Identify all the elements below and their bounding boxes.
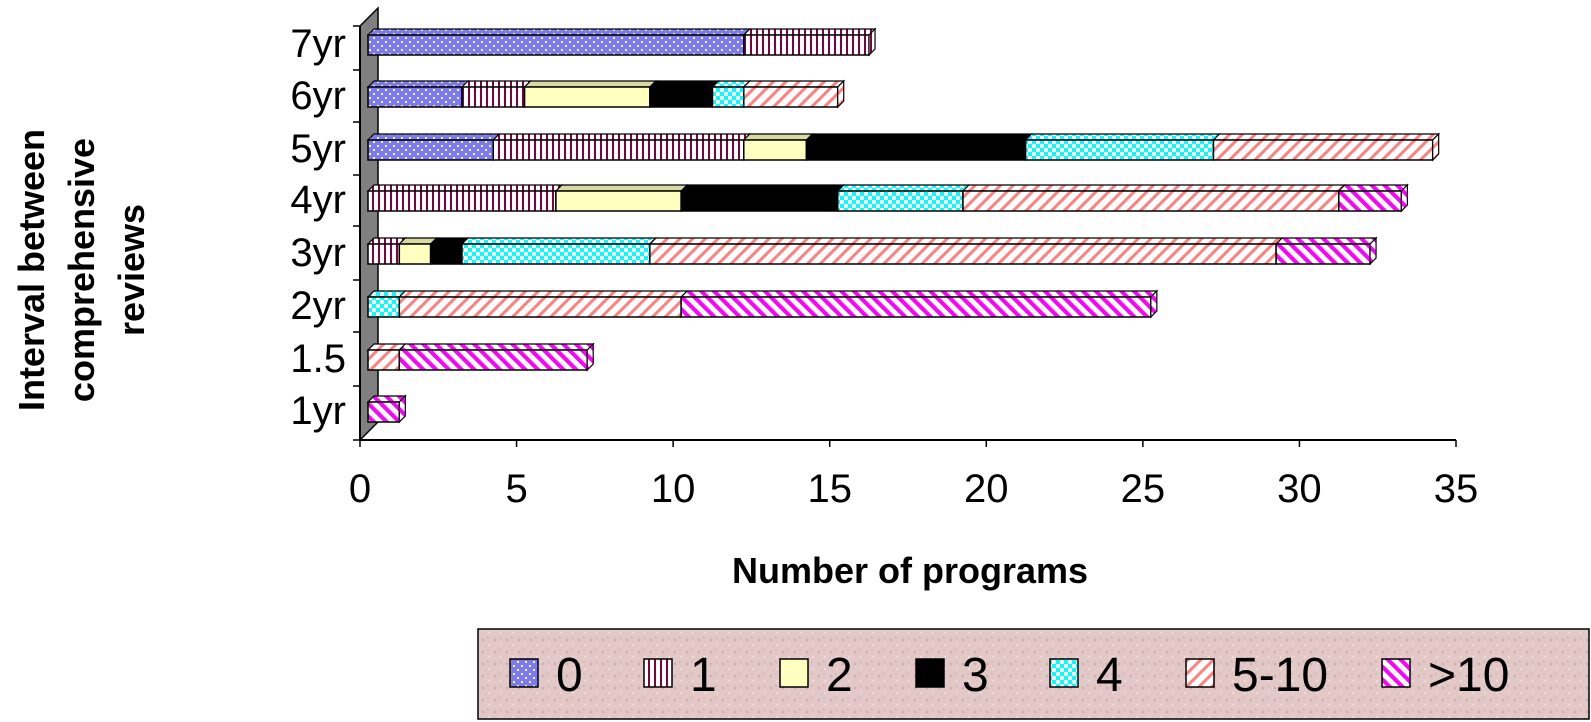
x-axis-title: Number of programs	[732, 550, 1088, 591]
bar-segment	[366, 133, 501, 161]
bar-segment	[836, 184, 971, 212]
legend: 0 1 2 3 4 5-10 >10	[477, 628, 1590, 720]
y-tick-label: 7yr	[290, 22, 346, 66]
legend-swatch	[509, 658, 539, 688]
bar-segment	[491, 133, 752, 161]
legend-swatch	[643, 658, 673, 688]
bar-segment	[523, 80, 658, 108]
bar-segment	[366, 394, 407, 424]
bar-segment	[554, 184, 689, 212]
legend-swatch	[779, 658, 809, 688]
legend-swatch	[915, 658, 945, 688]
bar-segment	[366, 184, 564, 212]
bar-segment	[1337, 183, 1409, 213]
legend-label: 0	[556, 649, 583, 702]
bar-segment	[460, 237, 658, 265]
bar-segment	[397, 342, 595, 372]
chart-wall	[359, 6, 379, 442]
x-tick-label: 20	[964, 467, 1009, 511]
x-tick-label: 30	[1277, 467, 1322, 511]
legend-label: 4	[1096, 649, 1123, 702]
legend-item: 5-10	[1185, 649, 1328, 702]
legend-item: 2	[779, 649, 853, 702]
legend-label: 1	[690, 649, 717, 702]
legend-item: 1	[643, 649, 717, 702]
bar-segment	[429, 237, 470, 265]
legend-swatch	[1381, 658, 1411, 688]
legend-label: >10	[1428, 649, 1509, 702]
x-tick-label: 25	[1121, 467, 1166, 511]
bar-segment	[961, 184, 1347, 212]
bar-segment	[742, 27, 877, 57]
legend-item: 0	[509, 649, 583, 702]
x-tick-label: 35	[1434, 467, 1479, 511]
legend-item: 4	[1049, 649, 1123, 702]
bar-segment	[804, 133, 1034, 161]
y-tick-label: 1.5	[290, 337, 346, 381]
bar-segment	[679, 184, 846, 212]
bar-segment	[366, 290, 407, 318]
bar-segment	[460, 80, 533, 108]
y-tick-label: 3yr	[290, 231, 346, 275]
y-tick-label: 6yr	[290, 74, 346, 118]
y-tick-label: 5yr	[290, 127, 346, 171]
bar-segment	[366, 80, 470, 108]
bar-segment	[1212, 132, 1441, 162]
bar-segment	[366, 28, 752, 56]
y-tick-label: 1yr	[290, 389, 346, 433]
bar-segment	[742, 133, 814, 161]
bar-segment	[648, 237, 1284, 265]
bar-segment	[366, 237, 407, 265]
legend-label: 2	[826, 649, 853, 702]
y-axis-title: Interval between comprehensive reviews	[11, 129, 152, 411]
x-tick-label: 15	[807, 467, 852, 511]
x-tick-label: 0	[349, 467, 371, 511]
bar-segment	[1274, 236, 1378, 266]
bar-segment	[397, 290, 689, 318]
legend-swatch	[1185, 658, 1215, 688]
x-tick-label: 5	[505, 467, 527, 511]
y-tick-label: 2yr	[290, 284, 346, 328]
legend-item: 3	[915, 649, 989, 702]
bar-segment	[648, 80, 720, 108]
legend-swatch	[1049, 658, 1079, 688]
bar-segment	[742, 79, 846, 109]
bar-segment	[1024, 133, 1221, 161]
legend-item: >10	[1381, 649, 1509, 702]
legend-label: 5-10	[1232, 649, 1328, 702]
bar-segment	[679, 289, 1159, 319]
y-tick-label: 4yr	[290, 178, 346, 222]
legend-label: 3	[962, 649, 989, 702]
x-tick-label: 10	[651, 467, 696, 511]
